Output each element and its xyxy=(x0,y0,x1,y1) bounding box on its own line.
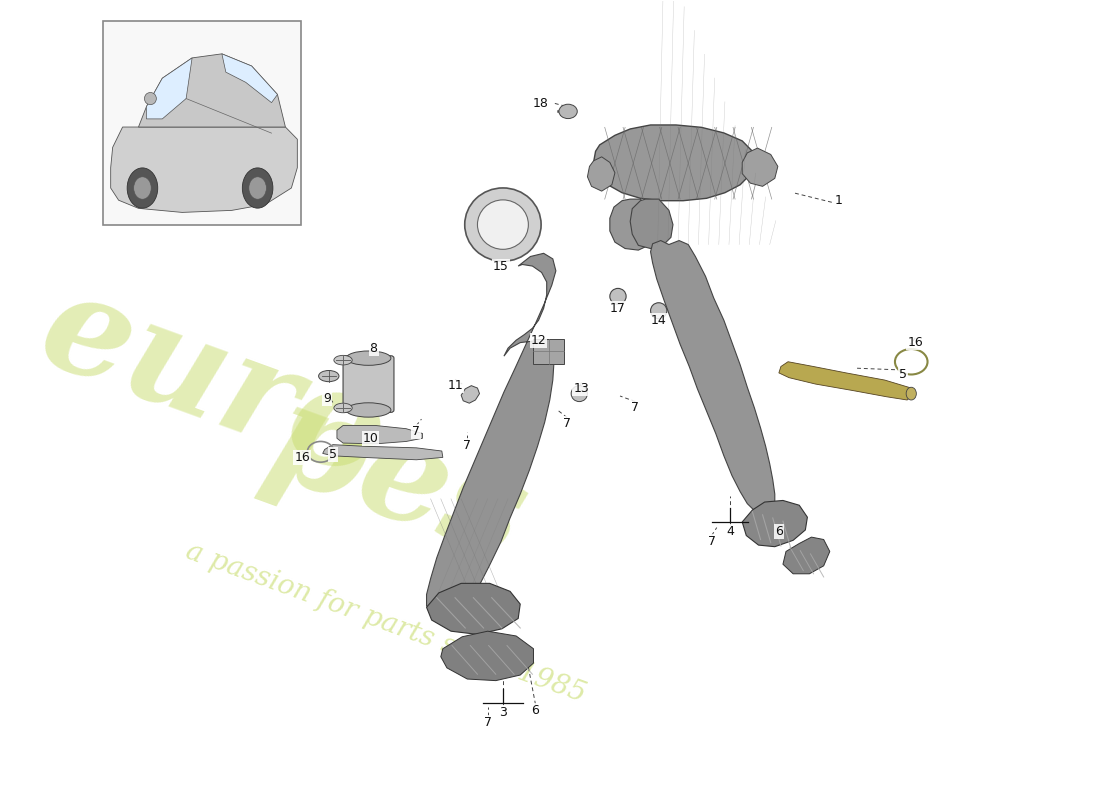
Text: 18: 18 xyxy=(532,97,549,110)
Ellipse shape xyxy=(346,402,390,417)
Text: euro: euro xyxy=(23,260,403,508)
Ellipse shape xyxy=(144,93,156,105)
Polygon shape xyxy=(587,157,615,191)
Polygon shape xyxy=(650,241,774,515)
Ellipse shape xyxy=(346,351,390,366)
Ellipse shape xyxy=(477,200,528,250)
Ellipse shape xyxy=(242,168,273,208)
Polygon shape xyxy=(337,426,422,444)
Ellipse shape xyxy=(609,288,626,304)
Text: 7: 7 xyxy=(484,715,492,729)
Ellipse shape xyxy=(334,355,352,365)
Polygon shape xyxy=(146,58,192,119)
Ellipse shape xyxy=(571,386,587,402)
Text: 10: 10 xyxy=(363,432,378,445)
Text: 4: 4 xyxy=(726,525,734,538)
FancyBboxPatch shape xyxy=(343,356,394,412)
Polygon shape xyxy=(441,631,534,681)
Text: 7: 7 xyxy=(563,418,571,430)
Ellipse shape xyxy=(906,387,916,400)
Text: a passion for parts since 1985: a passion for parts since 1985 xyxy=(183,538,590,708)
Text: 7: 7 xyxy=(631,402,639,414)
Polygon shape xyxy=(609,199,652,250)
Text: 7: 7 xyxy=(463,439,471,452)
Polygon shape xyxy=(322,445,443,460)
Text: 16: 16 xyxy=(295,451,310,464)
Ellipse shape xyxy=(650,302,667,318)
Polygon shape xyxy=(427,583,520,634)
Polygon shape xyxy=(139,54,285,127)
Text: 6: 6 xyxy=(531,705,539,718)
Polygon shape xyxy=(111,127,297,213)
Text: 8: 8 xyxy=(370,342,377,354)
Ellipse shape xyxy=(464,188,541,262)
Bar xyxy=(102,22,301,225)
Polygon shape xyxy=(742,148,778,186)
Polygon shape xyxy=(779,362,913,400)
Ellipse shape xyxy=(134,177,151,199)
Polygon shape xyxy=(630,199,673,249)
Text: 15: 15 xyxy=(493,259,509,273)
Circle shape xyxy=(559,104,578,118)
Polygon shape xyxy=(427,254,556,615)
Text: 5: 5 xyxy=(329,448,337,461)
Ellipse shape xyxy=(128,168,157,208)
Text: 17: 17 xyxy=(610,302,626,315)
Text: pes: pes xyxy=(250,372,542,588)
Text: 5: 5 xyxy=(899,368,907,381)
Text: 14: 14 xyxy=(651,314,667,326)
Text: 7: 7 xyxy=(707,535,716,549)
Text: 1: 1 xyxy=(835,194,843,207)
Text: 3: 3 xyxy=(499,706,507,719)
Bar xyxy=(534,338,564,364)
Ellipse shape xyxy=(249,177,266,199)
Polygon shape xyxy=(742,501,807,546)
Text: 12: 12 xyxy=(530,334,547,346)
Text: 9: 9 xyxy=(322,392,331,405)
Text: 6: 6 xyxy=(774,525,783,538)
Polygon shape xyxy=(594,125,755,201)
Polygon shape xyxy=(461,386,480,403)
Ellipse shape xyxy=(334,403,352,413)
Polygon shape xyxy=(222,54,277,102)
Polygon shape xyxy=(783,537,829,574)
Text: 13: 13 xyxy=(573,382,590,394)
Text: 16: 16 xyxy=(908,336,923,349)
Text: 11: 11 xyxy=(448,379,463,392)
Ellipse shape xyxy=(319,370,339,382)
Text: 7: 7 xyxy=(412,426,420,438)
